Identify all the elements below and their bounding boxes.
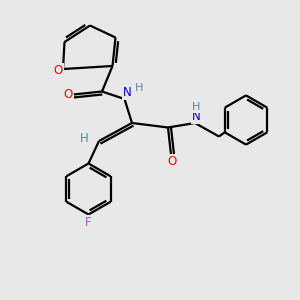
Text: O: O <box>168 154 177 168</box>
Text: O: O <box>64 88 73 101</box>
Text: H: H <box>192 102 200 112</box>
Text: H: H <box>80 131 89 145</box>
Text: O: O <box>54 64 63 77</box>
Text: F: F <box>85 216 92 230</box>
Text: H: H <box>135 82 143 93</box>
Text: N: N <box>191 110 200 123</box>
Text: N: N <box>123 86 132 100</box>
